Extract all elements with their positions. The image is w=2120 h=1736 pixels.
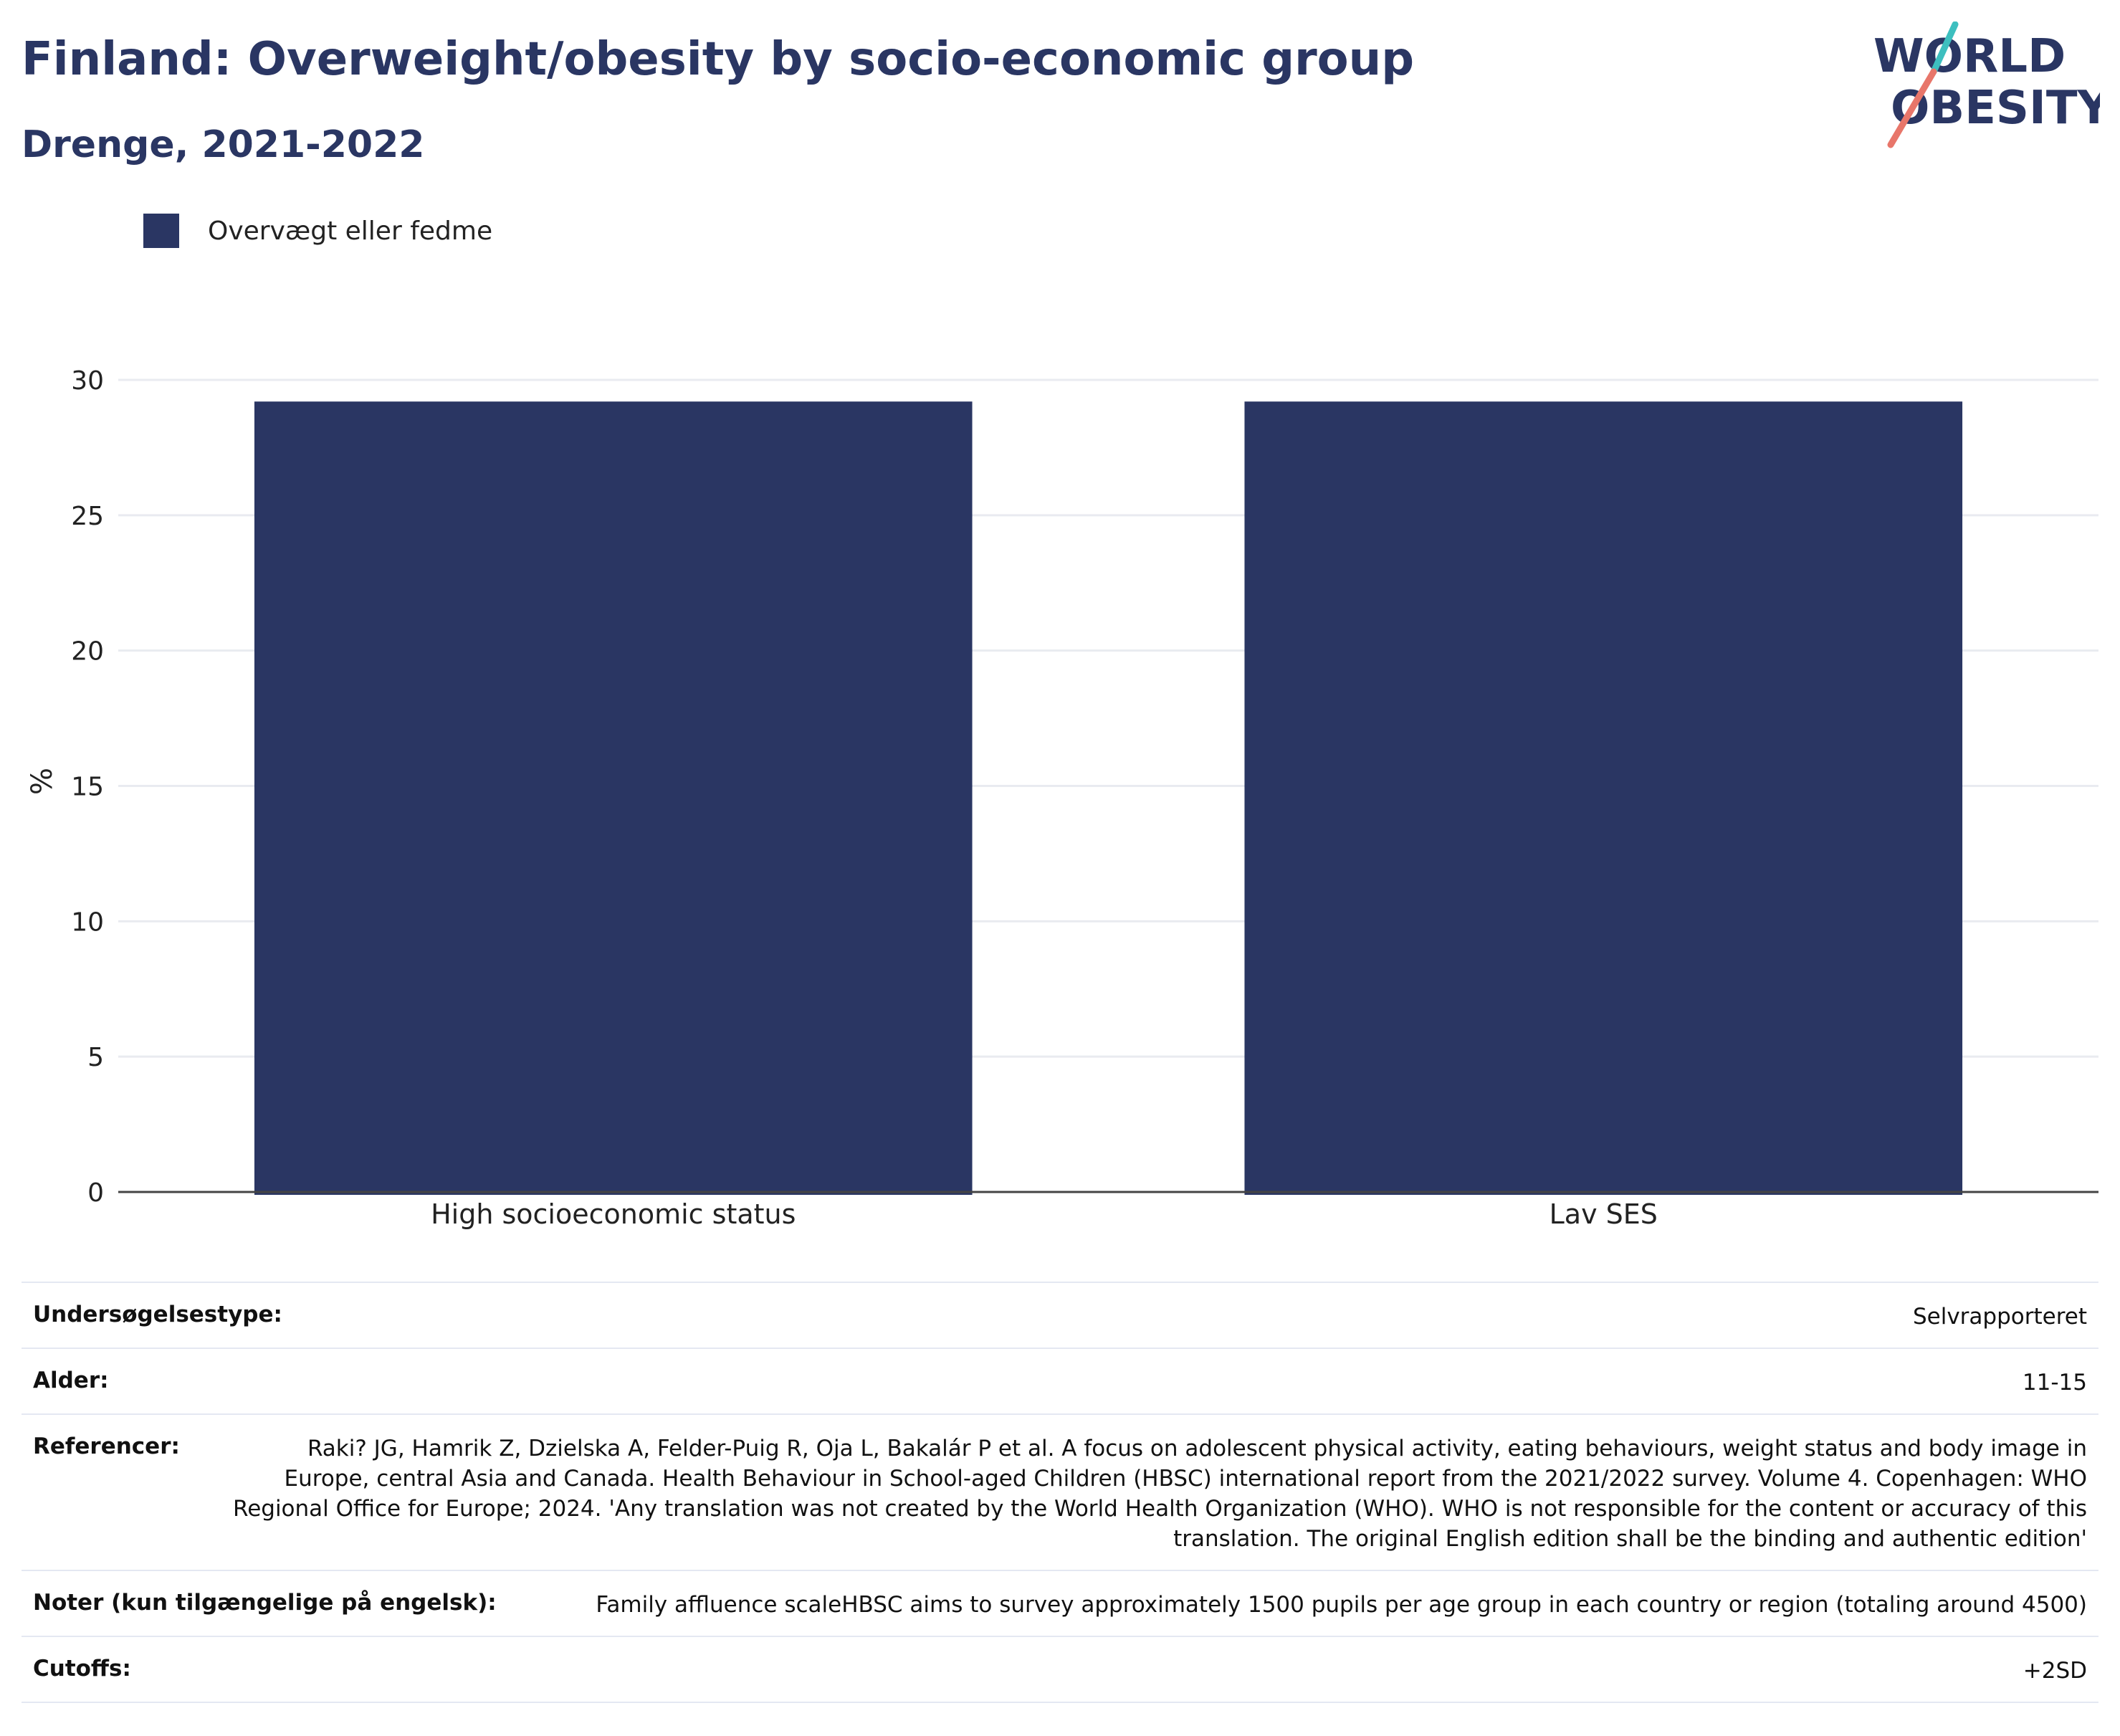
chart-subtitle: Drenge, 2021-2022 (22, 123, 425, 166)
x-category-label: Lav SES (1550, 1198, 1658, 1230)
bars (254, 401, 1963, 1195)
metadata-table: Undersøgelsestype: Selvrapporteret Alder… (22, 1282, 2098, 1703)
meta-key: Alder: (33, 1368, 109, 1393)
meta-row-survey-type: Undersøgelsestype: Selvrapporteret (22, 1283, 2098, 1349)
logo-slash-top (1930, 22, 1959, 75)
meta-value: Selvrapporteret (1912, 1304, 2087, 1330)
bar-high-ses (254, 401, 973, 1195)
y-tick-label: 20 (71, 637, 104, 667)
meta-value: Family affluence scaleHBSC aims to surve… (596, 1592, 2087, 1618)
legend-swatch (143, 214, 179, 248)
meta-key: Undersøgelsestype: (33, 1302, 282, 1327)
meta-row-age: Alder: 11-15 (22, 1349, 2098, 1415)
y-tick-label: 25 (71, 502, 104, 531)
bar-low-ses (1244, 401, 1963, 1195)
x-category-label: High socioeconomic status (431, 1198, 796, 1230)
meta-value: Raki? JG, Hamrik Z, Dzielska A, Felder-P… (233, 1436, 2087, 1552)
bar-chart: 0 5 10 15 20 25 30 High socioeconomic status La… (26, 366, 2098, 1230)
y-tick-label: 5 (87, 1043, 104, 1072)
logo-line1: WORLD (1873, 30, 2066, 83)
meta-row-references: Referencer: Raki? JG, Hamrik Z, Dzielska… (22, 1415, 2098, 1571)
y-axis-ticks: 0 5 10 15 20 25 30 (71, 366, 104, 1208)
y-axis-title: % (26, 768, 59, 795)
legend-label: Overvægt eller fedme (208, 216, 493, 246)
y-tick-label: 15 (71, 773, 104, 802)
y-tick-label: 30 (71, 366, 104, 396)
meta-row-cutoffs: Cutoffs: +2SD (22, 1637, 2098, 1703)
logo-slash-bottom (1887, 68, 1937, 148)
world-obesity-logo: WORLD OBESITY (1873, 22, 2100, 148)
chart-legend: Overvægt eller fedme (143, 214, 492, 248)
meta-key: Referencer: (33, 1434, 180, 1459)
meta-key: Cutoffs: (33, 1656, 131, 1682)
y-tick-label: 0 (87, 1178, 104, 1208)
y-tick-label: 10 (71, 907, 104, 937)
meta-value: 11-15 (2022, 1370, 2087, 1396)
x-axis-labels: High socioeconomic status Lav SES (431, 1198, 1658, 1230)
meta-value: +2SD (2023, 1658, 2087, 1684)
meta-key: Noter (kun tilgængelige på engelsk): (33, 1590, 497, 1616)
chart-title: Finland: Overweight/obesity by socio-eco… (22, 33, 1414, 86)
meta-row-notes: Noter (kun tilgængelige på engelsk): Fam… (22, 1571, 2098, 1637)
